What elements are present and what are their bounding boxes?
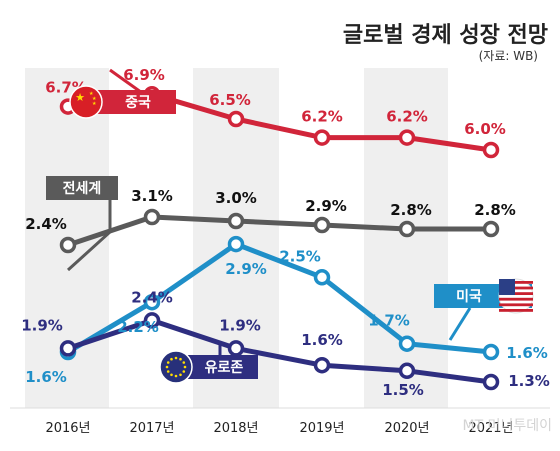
svg-text:★: ★ (89, 91, 94, 97)
data-label: 6.2% (301, 108, 343, 126)
data-label: 2.9% (225, 260, 267, 278)
x-tick-label: 2018년 (213, 421, 258, 436)
series-tag-label: 전세계 (63, 180, 102, 197)
data-point (143, 208, 161, 226)
data-point (482, 343, 500, 361)
data-label: 1.3% (508, 372, 550, 390)
series-line (67, 317, 492, 385)
data-point (313, 216, 331, 234)
data-label: 1.6% (25, 368, 67, 386)
svg-text:★: ★ (92, 101, 97, 107)
data-point (143, 312, 161, 329)
data-point (313, 269, 331, 286)
data-label: 6.9% (123, 66, 165, 84)
data-point (313, 129, 331, 146)
data-label: 6.5% (209, 91, 251, 109)
data-point (398, 335, 416, 352)
series-tag (46, 176, 118, 200)
data-point (227, 235, 245, 253)
china-flag-icon: ★ ★★★ (69, 85, 103, 119)
data-point (227, 110, 245, 128)
data-point (59, 340, 77, 357)
x-tick-label: 2019년 (299, 421, 344, 436)
series-tag-label: 중국 (125, 95, 151, 111)
svg-text:★: ★ (92, 96, 97, 102)
data-point (59, 236, 77, 254)
x-tick-label: 2020년 (384, 421, 429, 436)
chart-source: (자료: WB) (479, 49, 538, 63)
watermark: MT 머니투데이 (463, 418, 552, 434)
data-label: 1.9% (21, 316, 63, 334)
data-label: 1.6% (301, 331, 343, 349)
series-line (66, 241, 492, 355)
data-label: 1.7% (368, 312, 410, 330)
data-point (482, 141, 500, 159)
data-label: 2.5% (279, 247, 321, 265)
data-label: 2.9% (305, 197, 347, 215)
data-point (398, 362, 416, 380)
data-labels: 6.7%6.9%6.5%6.2% 6.2%6.0%2.4%3.1% 3.0% 2.9%… (21, 66, 550, 399)
data-point (313, 356, 331, 374)
eu-flag-icon (159, 350, 193, 384)
data-point (398, 220, 416, 238)
data-label: 1.6% (506, 344, 548, 362)
x-tick-label: 2021년 (468, 421, 513, 436)
data-point (482, 220, 500, 238)
data-label: 1.5% (382, 381, 424, 399)
data-point (227, 212, 245, 230)
chart-title: 글로벌 경제 성장 전망 (343, 23, 548, 48)
data-point (227, 340, 245, 357)
data-label: 1.9% (219, 316, 261, 334)
data-point (143, 293, 161, 311)
data-label: 2.2% (117, 318, 159, 336)
column-band (279, 68, 365, 408)
series-tag-label: 미국 (456, 289, 482, 305)
data-points (59, 85, 500, 391)
data-label: 2.4% (131, 288, 173, 306)
data-label: 6.2% (386, 108, 428, 126)
x-axis-ticks: 2016년 2017년 2018년 2019년 2020년 2021년 (45, 421, 513, 436)
data-label: 6.0% (464, 120, 506, 138)
series-line (67, 214, 491, 248)
data-point (398, 129, 416, 146)
data-label: 3.0% (215, 189, 257, 207)
series-tag-label: 유로존 (205, 360, 244, 376)
x-tick-label: 2016년 (45, 421, 90, 436)
tag-connector (448, 307, 472, 341)
svg-text:★: ★ (75, 91, 85, 104)
data-label: 3.1% (131, 187, 173, 205)
axis-strip (0, 408, 560, 451)
data-label: 2.4% (25, 215, 67, 233)
data-label: 2.8% (474, 201, 516, 219)
data-label: 2.8% (390, 201, 432, 219)
x-tick-label: 2017년 (129, 421, 174, 436)
us-flag-icon (498, 278, 534, 314)
data-point (482, 373, 500, 391)
